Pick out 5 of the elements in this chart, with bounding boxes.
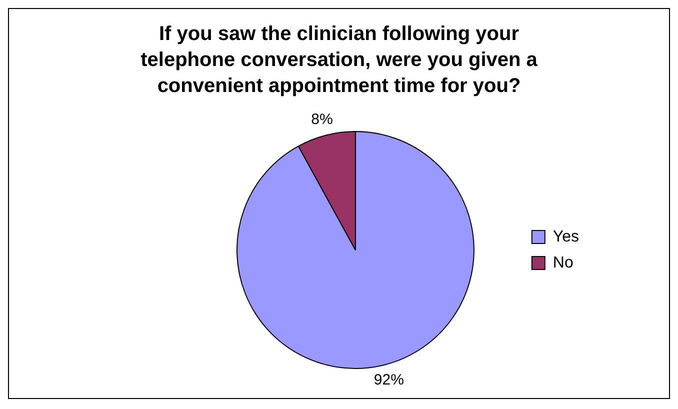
data-label: 92% [374,371,404,388]
data-label: 8% [311,110,333,128]
chart-title: If you saw the clinician following your telephone conversation, were you given a convenient appointment time for you? [140,22,538,99]
legend-label: Yes [552,228,580,246]
legend-label: No [552,254,574,272]
